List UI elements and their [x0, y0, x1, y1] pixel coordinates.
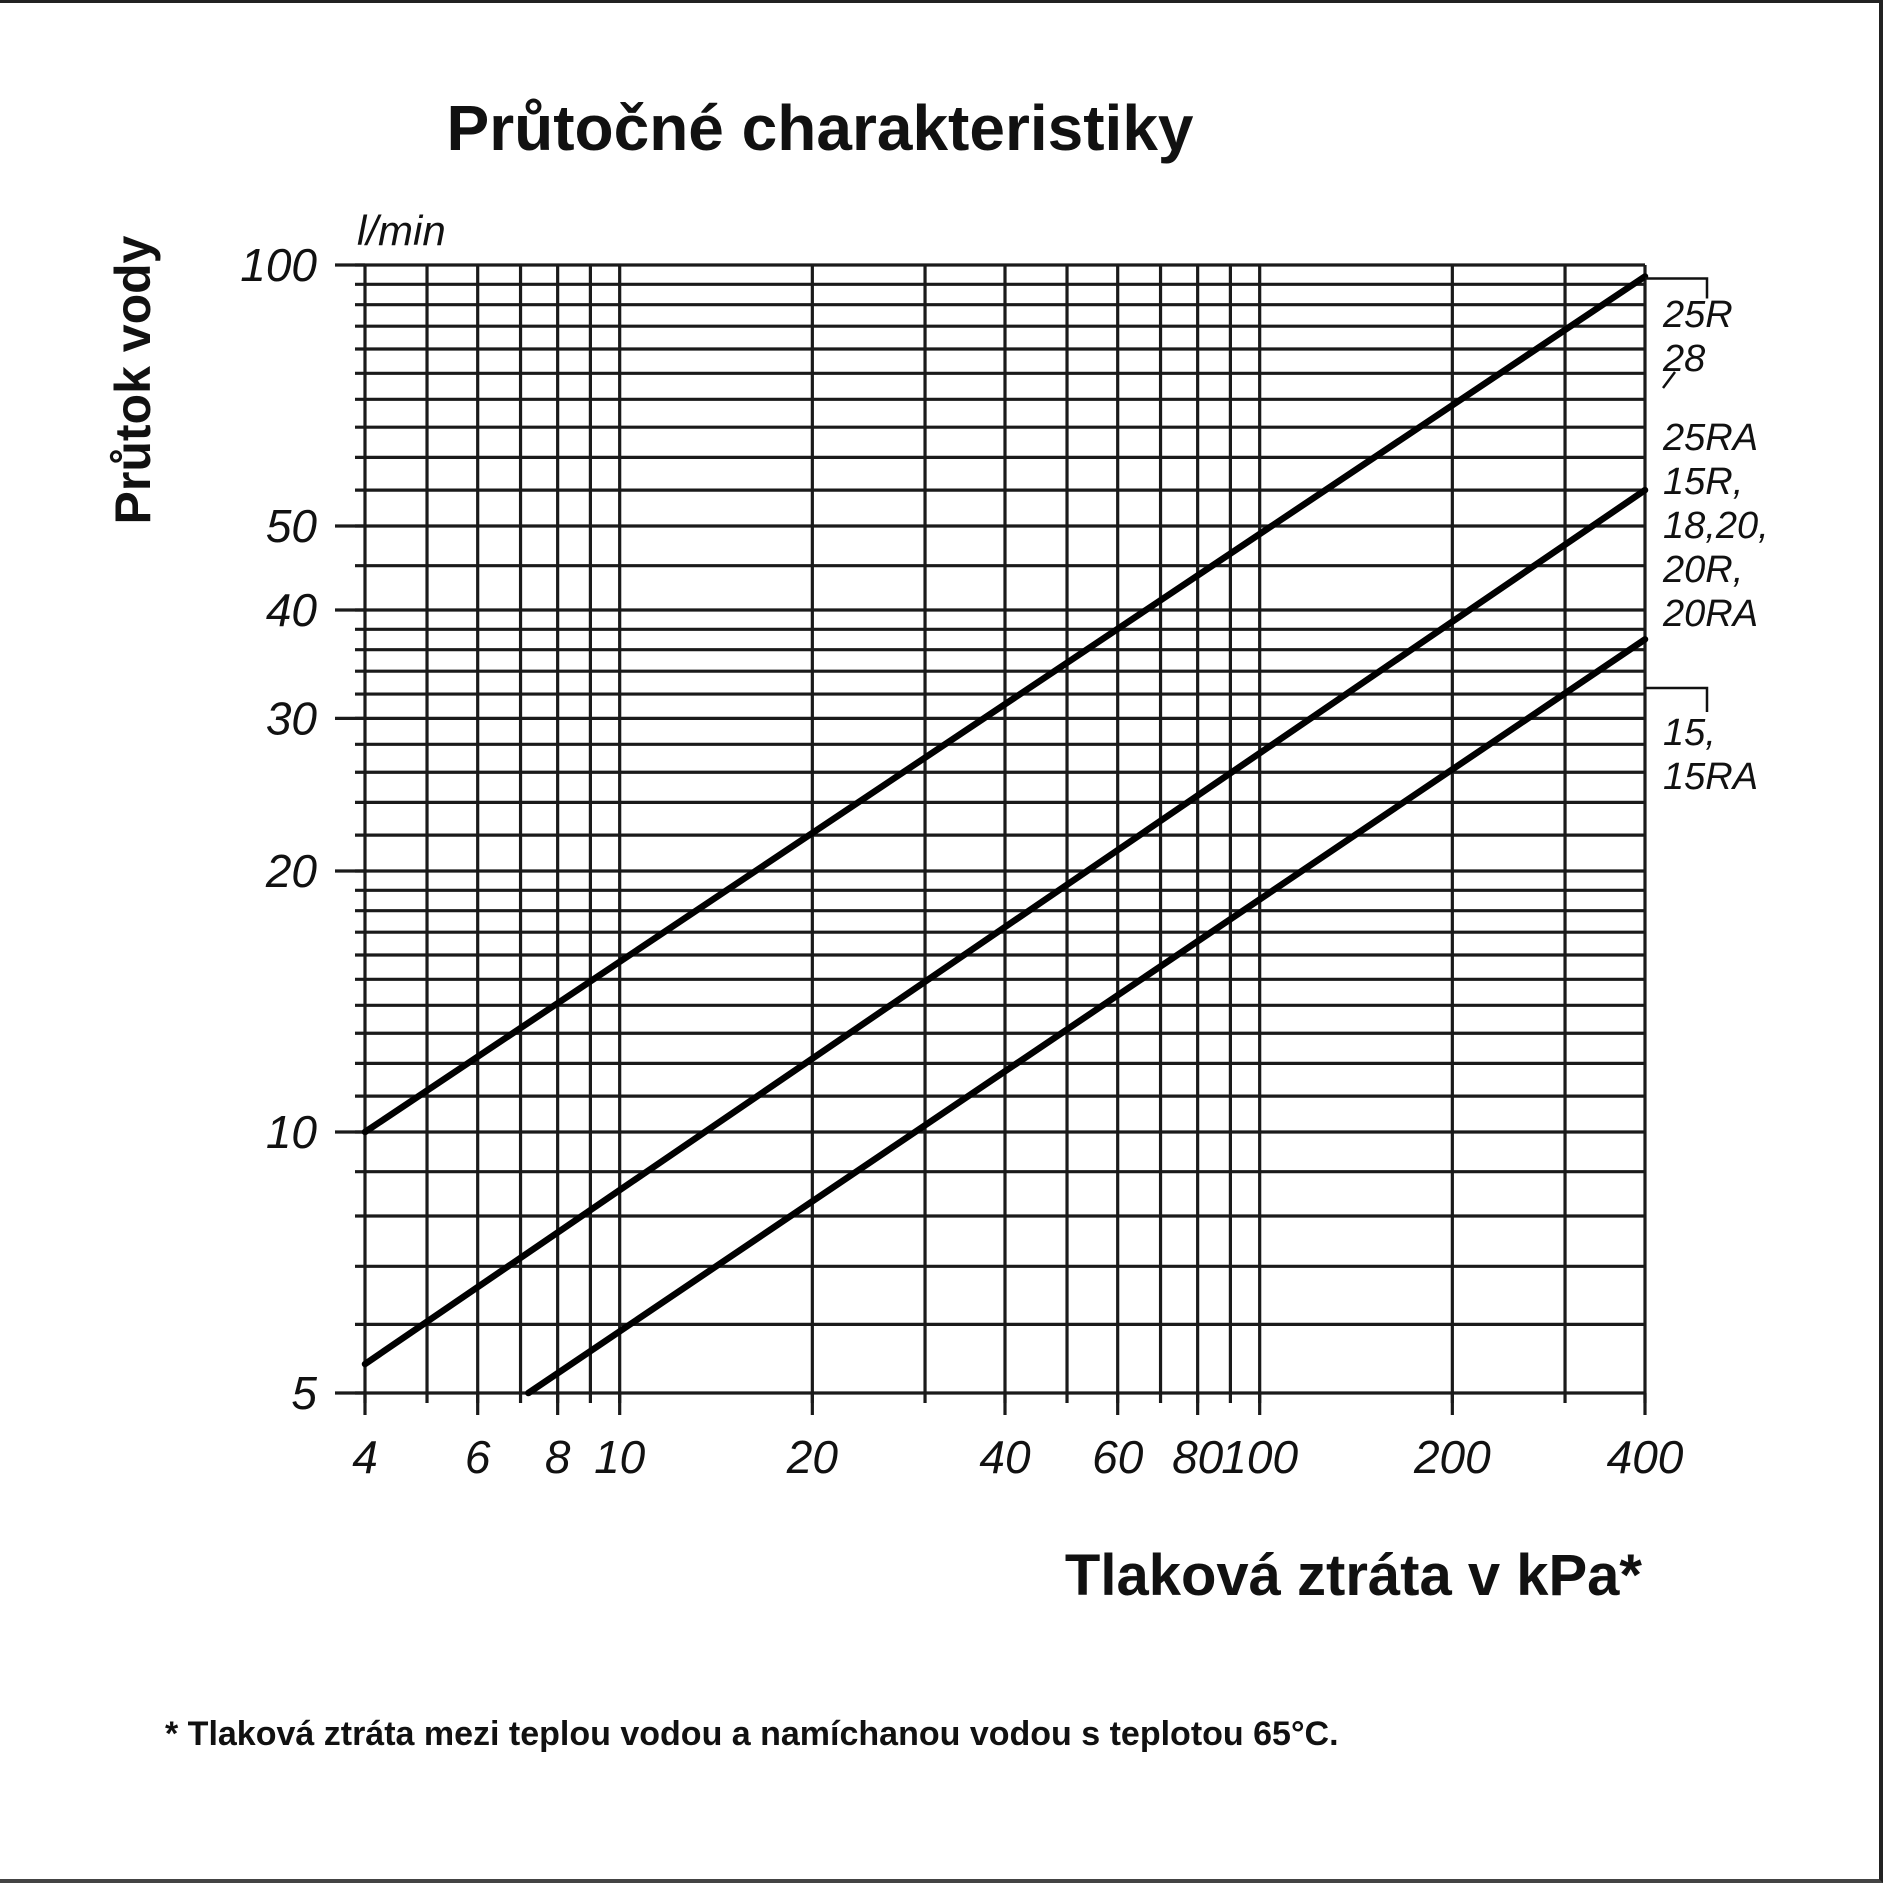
y-axis-unit: l/min	[357, 207, 446, 254]
x-tick-label: 200	[1413, 1431, 1491, 1483]
x-tick-label: 20	[786, 1431, 839, 1483]
x-tick-label: 60	[1092, 1431, 1144, 1483]
x-tick-label: 400	[1607, 1431, 1684, 1483]
series-lines	[361, 273, 1649, 1397]
series-label: 20RA	[1662, 593, 1758, 635]
y-tick-label: 20	[265, 845, 318, 897]
y-tick-label: 10	[266, 1106, 318, 1158]
y-tick-label: 50	[266, 500, 318, 552]
series-label: 18,20,	[1663, 505, 1769, 547]
series-line	[361, 486, 1649, 1368]
series-label: 28	[1662, 338, 1705, 380]
chart-title: Průtočné charakteristiky	[447, 92, 1194, 164]
y-tick-label: 100	[240, 239, 317, 291]
y-tick-label: 5	[291, 1367, 317, 1419]
series-line	[361, 273, 1649, 1136]
series-label-pointer	[1662, 371, 1676, 389]
x-tick-label: 4	[352, 1431, 378, 1483]
series-line	[525, 636, 1649, 1397]
grid	[355, 263, 1647, 1403]
x-tick-label: 10	[594, 1431, 646, 1483]
y-axis-label: Průtok vody	[105, 235, 161, 524]
series-label: 15R,	[1663, 461, 1743, 503]
series-label: 20R,	[1662, 549, 1743, 591]
series-label: 25R	[1662, 294, 1733, 336]
series-label: 25RA	[1662, 417, 1758, 459]
x-tick-label: 40	[979, 1431, 1031, 1483]
series-label: 15RA	[1663, 756, 1758, 798]
series-label-bracket	[1645, 277, 1709, 299]
footnote: * Tlaková ztráta mezi teplou vodou a nam…	[165, 1715, 1339, 1753]
series-label-bracket	[1645, 686, 1709, 712]
x-axis-label: Tlaková ztráta v kPa*	[1065, 1543, 1643, 1608]
y-tick-label: 40	[266, 584, 318, 636]
x-tick-label: 8	[545, 1431, 571, 1483]
x-tick-label: 6	[465, 1431, 491, 1483]
x-tick-label: 80	[1172, 1431, 1224, 1483]
series-label: 15,	[1663, 712, 1716, 754]
x-tick-label: 100	[1221, 1431, 1298, 1483]
y-tick-label: 30	[266, 692, 318, 744]
y-axis-ticks: 5 10 20 30 40 50 100	[240, 239, 365, 1419]
